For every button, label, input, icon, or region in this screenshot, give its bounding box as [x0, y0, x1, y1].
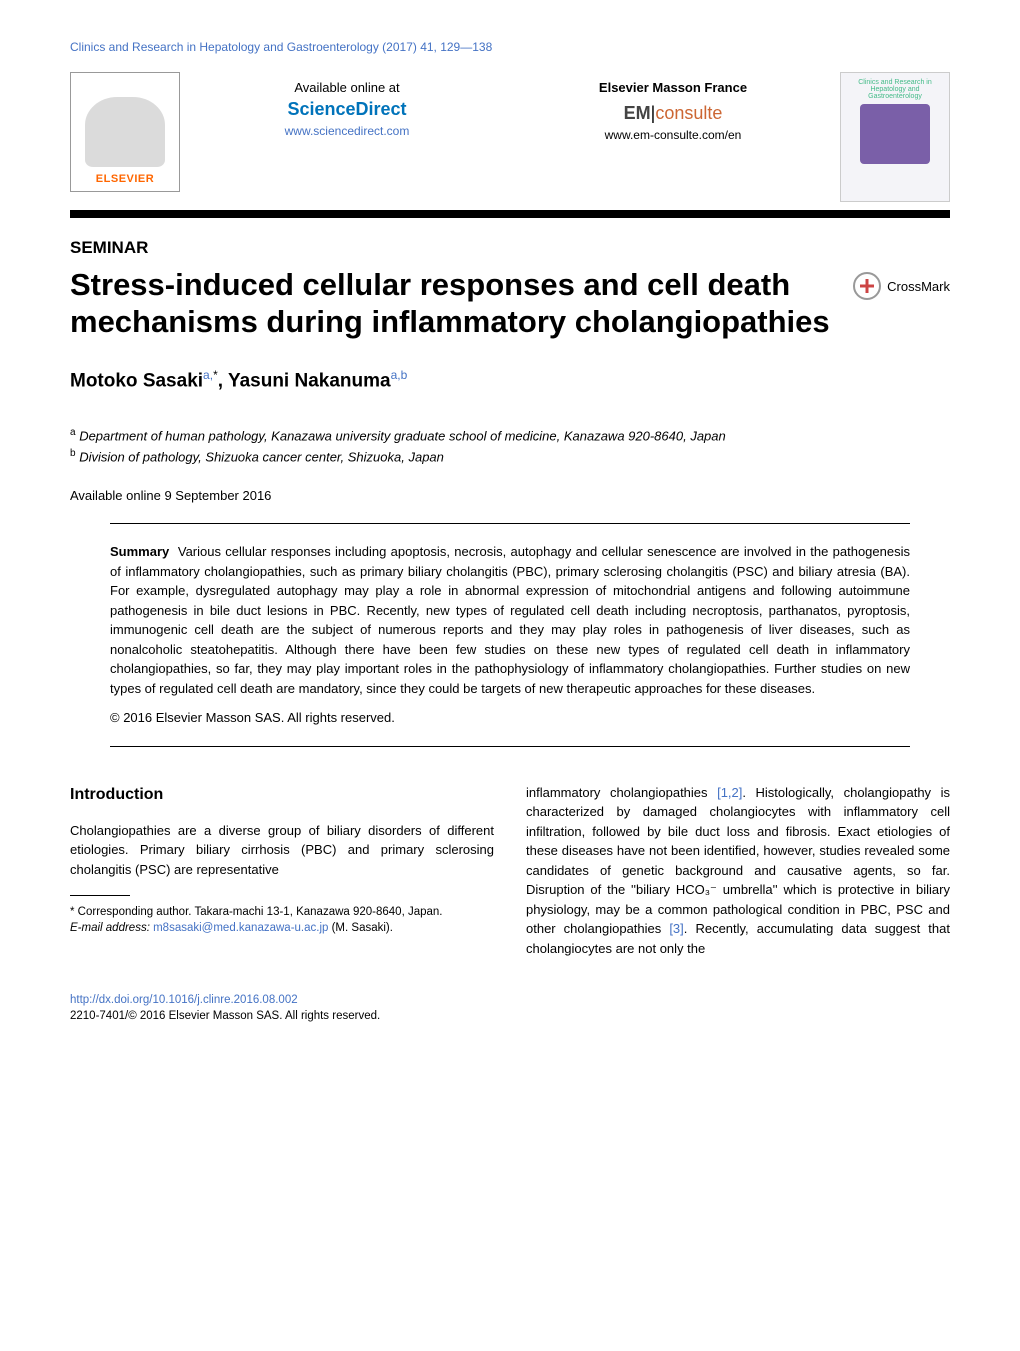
author-separator: , — [218, 371, 228, 392]
intro-left-paragraph: Cholangiopathies are a diverse group of … — [70, 821, 494, 880]
author-1-affiliation: a, — [203, 368, 213, 382]
summary-text: Various cellular responses including apo… — [110, 544, 910, 696]
sciencedirect-block: Available online at ScienceDirect www.sc… — [198, 80, 496, 142]
issn-copyright: 2210-7401/© 2016 Elsevier Masson SAS. Al… — [70, 1008, 950, 1024]
citation-1-2[interactable]: [1,2] — [717, 785, 742, 800]
citation-3[interactable]: [3] — [669, 921, 683, 936]
summary-copyright: © 2016 Elsevier Masson SAS. All rights r… — [110, 708, 910, 728]
header-middle: Available online at ScienceDirect www.sc… — [198, 72, 822, 142]
sciencedirect-logo[interactable]: ScienceDirect — [198, 99, 496, 120]
available-online-date: Available online 9 September 2016 — [70, 488, 950, 503]
em-consulte-url[interactable]: www.em-consulte.com/en — [524, 128, 822, 142]
cover-image-placeholder — [860, 104, 930, 164]
crossmark-text: CrossMark — [887, 279, 950, 294]
doi-url[interactable]: http://dx.doi.org/10.1016/j.clinre.2016.… — [70, 992, 950, 1008]
elsevier-wordmark: ELSEVIER — [96, 173, 154, 185]
elsevier-logo[interactable]: ELSEVIER — [70, 72, 180, 192]
authors-line: Motoko Sasakia,*, Yasuni Nakanumaa,b — [70, 368, 950, 392]
email-suffix: (M. Sasaki). — [328, 922, 393, 934]
affiliations-block: a Department of human pathology, Kanazaw… — [70, 425, 950, 467]
body-columns: Introduction Cholangiopathies are a dive… — [70, 783, 950, 969]
journal-cover-thumbnail[interactable]: Clinics and Research in Hepatology and G… — [840, 72, 950, 202]
author-1-name[interactable]: Motoko Sasaki — [70, 371, 203, 392]
paper-title: Stress-induced cellular responses and ce… — [70, 266, 853, 340]
summary-label: Summary — [110, 544, 169, 559]
affiliation-a: a Department of human pathology, Kanazaw… — [70, 425, 950, 446]
em-consulte-logo[interactable]: EM|consulte — [524, 103, 822, 124]
available-online-label: Available online at — [198, 80, 496, 95]
elsevier-masson-label: Elsevier Masson France — [524, 80, 822, 95]
em-part: EM — [624, 103, 651, 123]
author-2-affiliation: a,b — [391, 368, 408, 382]
right-column: inflammatory cholangiopathies [1,2]. His… — [526, 783, 950, 969]
affiliation-b: b Division of pathology, Shizuoka cancer… — [70, 446, 950, 467]
journal-reference: Clinics and Research in Hepatology and G… — [70, 40, 950, 54]
author-2-name[interactable]: Yasuni Nakanuma — [228, 371, 391, 392]
em-consulte-block: Elsevier Masson France EM|consulte www.e… — [524, 80, 822, 142]
elsevier-tree-icon — [85, 97, 165, 167]
author-email[interactable]: m8sasaki@med.kanazawa-u.ac.jp — [153, 922, 328, 934]
article-type-label: SEMINAR — [70, 238, 950, 258]
crossmark-badge[interactable]: CrossMark — [853, 272, 950, 300]
consulte-part: consulte — [655, 103, 722, 123]
summary-abstract: Summary Various cellular responses inclu… — [110, 523, 910, 747]
introduction-heading: Introduction — [70, 783, 494, 807]
intro-right-paragraph: inflammatory cholangiopathies [1,2]. His… — [526, 783, 950, 959]
crossmark-icon — [853, 272, 881, 300]
left-column: Introduction Cholangiopathies are a dive… — [70, 783, 494, 969]
doi-footer: http://dx.doi.org/10.1016/j.clinre.2016.… — [70, 992, 950, 1024]
email-footnote: E-mail address: m8sasaki@med.kanazawa-u.… — [70, 920, 494, 936]
email-label: E-mail address: — [70, 922, 153, 934]
corresponding-footnote: * Corresponding author. Takara-machi 13-… — [70, 904, 494, 920]
sciencedirect-url[interactable]: www.sciencedirect.com — [198, 124, 496, 138]
footnote-separator — [70, 895, 130, 896]
cover-title: Clinics and Research in Hepatology and G… — [847, 79, 943, 100]
title-row: Stress-induced cellular responses and ce… — [70, 266, 950, 340]
header-banner: ELSEVIER Available online at ScienceDire… — [70, 72, 950, 218]
